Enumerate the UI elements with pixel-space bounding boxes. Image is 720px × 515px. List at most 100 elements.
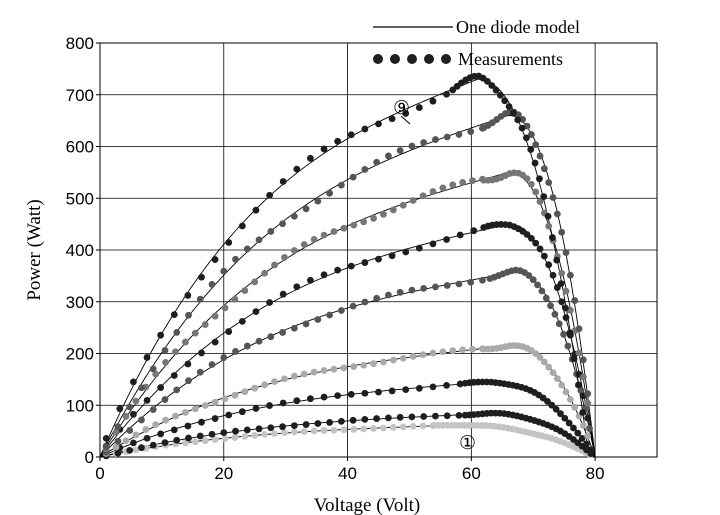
measurement-point (562, 314, 570, 322)
measurement-point (420, 284, 428, 292)
measurement-point (138, 444, 145, 452)
measurement-point (143, 397, 151, 404)
measurement-point (211, 338, 219, 346)
measurement-point (310, 236, 318, 243)
measurement-point (545, 261, 553, 269)
legend-dots-swatch (373, 54, 451, 64)
legend-label-measurements: Measurements (458, 49, 563, 69)
measurement-point (302, 421, 310, 428)
measurement-point (429, 240, 437, 248)
measurement-point (349, 416, 357, 424)
measurement-point (170, 372, 178, 379)
measurement-point (220, 429, 228, 437)
measurement-point (370, 360, 377, 368)
measurement-point (443, 381, 450, 389)
measurement-point (334, 266, 342, 274)
measurement-point (399, 423, 407, 431)
measurement-point (340, 426, 348, 434)
measurement-point (558, 269, 566, 277)
measurement-point (208, 281, 216, 288)
measurement-point (320, 427, 328, 434)
measurement-point (432, 136, 439, 143)
measurement-point (320, 145, 328, 153)
measurement-point (201, 402, 209, 409)
measurement-point (373, 294, 381, 302)
measurement-point (330, 228, 338, 235)
measurement-point (586, 425, 593, 432)
legend-dot (390, 54, 400, 64)
measurement-point (143, 434, 151, 442)
measurement-point (232, 255, 239, 263)
measurement-point (549, 271, 557, 279)
measurement-point (370, 214, 377, 222)
measurement-point (201, 437, 209, 445)
measurement-point (409, 422, 417, 430)
measurement-point (375, 255, 382, 263)
measurement-point (544, 212, 552, 220)
measurement-point (529, 276, 537, 284)
measurement-point (302, 205, 310, 213)
measurement-point (575, 381, 582, 389)
measurement-point (198, 418, 205, 426)
measurement-point (281, 253, 288, 261)
measurement-point (241, 388, 249, 396)
measurement-point (547, 302, 554, 310)
measurement-point (350, 221, 358, 229)
measurement-point (349, 173, 357, 181)
measurement-point (361, 259, 369, 266)
measurement-point (251, 278, 259, 286)
measurement-point (238, 317, 246, 325)
measurement-point (415, 384, 423, 392)
measurement-point (266, 402, 273, 409)
measurement-point (562, 388, 570, 396)
measurement-point (545, 179, 553, 186)
measurement-point (579, 356, 587, 364)
measurement-point (185, 434, 192, 442)
measurement-point (221, 304, 229, 312)
measurement-point (271, 378, 278, 386)
measurement-point (549, 234, 556, 241)
measurement-point (252, 206, 260, 214)
measurement-point (122, 437, 130, 445)
measurement-point (238, 222, 246, 230)
measurement-series-2 (102, 409, 595, 460)
measurement-point (578, 435, 586, 442)
measurement-point (261, 381, 269, 389)
measurement-point (373, 158, 381, 166)
measurement-point (375, 120, 382, 128)
measurement-point (138, 384, 145, 392)
measurement-point (279, 290, 287, 298)
measurement-point (373, 415, 381, 422)
measurement-points (102, 72, 595, 460)
measurement-point (198, 273, 205, 281)
measurement-point (255, 236, 263, 244)
measurement-point (564, 342, 572, 350)
measurement-point (126, 427, 134, 434)
measurement-point (162, 358, 170, 366)
measurement-point (161, 439, 169, 447)
measurement-point (182, 439, 189, 447)
measurement-point (361, 298, 369, 306)
measurement-point (279, 329, 286, 336)
measurement-point (584, 390, 592, 398)
measurement-point (281, 375, 288, 383)
measurement-point (307, 154, 314, 162)
measurement-point (459, 346, 467, 354)
measurement-point (314, 420, 322, 427)
measurement-point (497, 91, 504, 99)
measurement-point (408, 142, 416, 150)
measurement-point (211, 415, 219, 422)
measurement-point (340, 364, 348, 372)
measurement-point (469, 345, 476, 353)
measurement-point (225, 239, 233, 246)
measurement-point (170, 311, 178, 319)
measurement-point (455, 131, 463, 138)
measurement-point (419, 351, 427, 359)
measurement-point (152, 421, 160, 429)
annotation-curve-9: ⑨ (393, 98, 411, 125)
measurement-point (510, 109, 517, 117)
measurement-point (143, 354, 151, 361)
measurement-point (293, 165, 301, 173)
y-tick-label: 400 (66, 241, 94, 260)
measurement-point (126, 446, 134, 454)
